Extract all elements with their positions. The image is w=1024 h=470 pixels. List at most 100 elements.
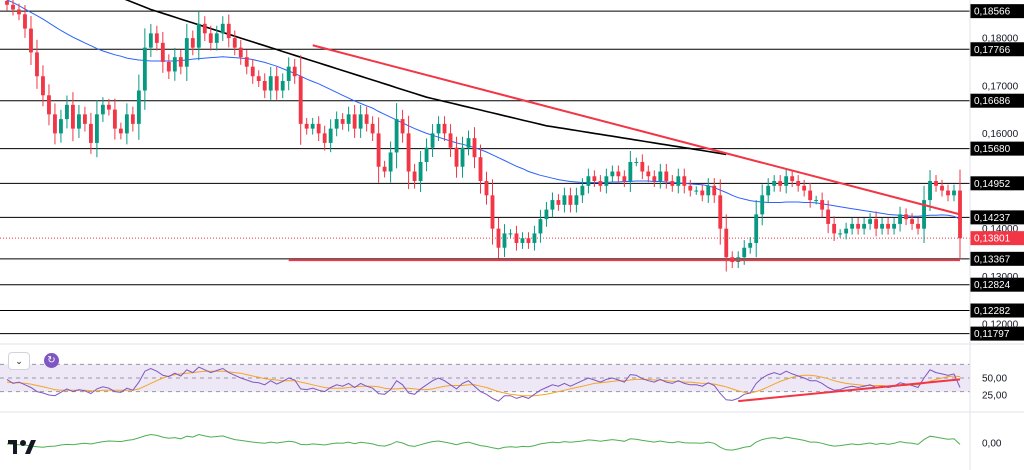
level-label: 0,17766	[974, 45, 1011, 56]
candle-body	[802, 185, 807, 191]
candle-body	[112, 109, 117, 129]
price-axis[interactable]: 0,18566 0,17766 0,16686 0,15680 0,14952 0,142…	[969, 0, 1024, 470]
candle-body	[154, 33, 159, 43]
candle-body	[23, 14, 27, 29]
candle-body	[622, 176, 627, 182]
candle-body	[958, 190, 962, 239]
candle-body	[346, 114, 351, 124]
candle-body	[71, 104, 75, 129]
refresh-button[interactable]: ↻	[44, 353, 59, 368]
candle-body	[262, 80, 267, 91]
candle-body	[694, 190, 699, 192]
candle-body	[136, 90, 141, 124]
candle-body	[670, 181, 675, 186]
oscillator-pane[interactable]	[6, 433, 961, 451]
candle-body	[910, 219, 914, 224]
oscillator-line	[6, 433, 961, 451]
oscillator-tick-label: 0,00	[982, 439, 1002, 450]
candle-body	[160, 42, 165, 62]
candle-body	[634, 161, 639, 163]
candle-body	[268, 76, 273, 91]
level-label: 0,12824	[974, 280, 1011, 291]
candle-body	[640, 161, 645, 172]
level-label-bg	[970, 4, 1024, 19]
candle-body	[916, 223, 920, 229]
price-tick-label: 0,16000	[982, 129, 1019, 140]
rsi-series-line	[6, 370, 961, 397]
price-pane[interactable]	[0, 0, 1024, 413]
candle-body	[664, 171, 669, 182]
level-label-bg	[970, 176, 1024, 191]
candle-body	[172, 57, 177, 72]
candle-body	[646, 171, 651, 177]
candle-body	[502, 233, 507, 248]
candle-body	[706, 185, 711, 196]
level-label: 0,16686	[974, 96, 1011, 107]
candle-body	[304, 123, 309, 129]
candle-body	[232, 38, 237, 48]
candle-body	[382, 166, 387, 172]
candle-body	[544, 209, 549, 220]
candle-body	[41, 76, 45, 96]
candle-body	[29, 28, 33, 53]
candle-body	[238, 47, 243, 58]
candle-body	[568, 195, 573, 205]
candle-body	[424, 147, 429, 162]
candle-body	[202, 23, 207, 34]
candle-body	[340, 119, 345, 124]
candle-body	[850, 223, 855, 229]
candle-body	[778, 181, 783, 186]
rsi-pane[interactable]	[0, 363, 970, 403]
candle-body	[11, 4, 15, 10]
candle-body	[124, 114, 129, 134]
trendline	[312, 44, 961, 216]
candle-body	[496, 228, 501, 248]
candle-body	[574, 195, 579, 205]
level-label: 0,14952	[974, 179, 1011, 190]
candle-body	[538, 219, 543, 234]
rsi-tick-label: 25,00	[982, 391, 1007, 402]
level-label-bg	[970, 93, 1024, 108]
candle-body	[592, 176, 597, 182]
candle-body	[796, 181, 801, 186]
level-label: 0,12282	[974, 306, 1011, 317]
collapse-indicators-button[interactable]: ⌄	[8, 352, 30, 370]
candle-body	[100, 104, 105, 115]
candle-body	[928, 181, 932, 201]
candle-body	[946, 190, 950, 196]
candle-body	[370, 123, 375, 134]
candle-body	[88, 123, 93, 143]
level-label-bg	[970, 42, 1024, 57]
level-label: 0,14237	[974, 213, 1011, 224]
level-label-bg	[970, 277, 1024, 292]
candle-body	[322, 133, 327, 143]
candle-body	[94, 114, 99, 143]
level-label-bg	[970, 141, 1024, 156]
candle-body	[550, 200, 555, 210]
candle-body	[820, 200, 825, 210]
candle-body	[118, 128, 123, 134]
candle-body	[412, 171, 417, 182]
candle-body	[814, 200, 819, 202]
price-tick-label: 0,13000	[982, 272, 1019, 283]
candle-body	[148, 33, 153, 48]
candle-body	[352, 114, 357, 129]
candle-body	[292, 66, 297, 77]
candle-body	[17, 9, 21, 15]
level-label: 0,13367	[974, 254, 1011, 265]
candle-body	[526, 238, 531, 243]
current-price-label: 0,13801	[974, 234, 1011, 245]
candle-body	[214, 33, 219, 43]
candle-body	[418, 161, 423, 182]
candle-body	[610, 171, 615, 177]
candle-body	[688, 185, 693, 191]
candle-body	[208, 33, 213, 43]
moving-average-line	[6, 0, 961, 220]
rsi-trendline	[738, 378, 961, 403]
candle-body	[760, 195, 765, 215]
candle-body	[880, 223, 885, 229]
candle-body	[328, 128, 333, 143]
candle-body	[436, 123, 441, 134]
candle-body	[244, 57, 249, 67]
